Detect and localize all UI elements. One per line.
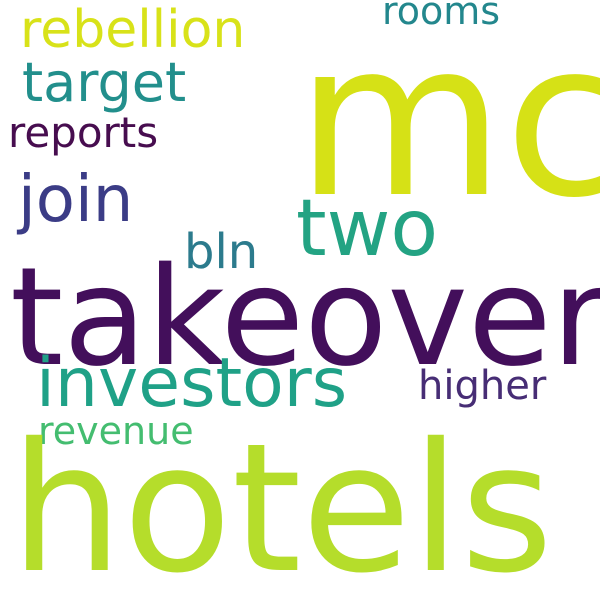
word-higher: higher bbox=[418, 363, 547, 409]
word-target: target bbox=[22, 51, 187, 114]
word-reports: reports bbox=[8, 108, 159, 157]
word-join: join bbox=[18, 163, 134, 237]
word-rooms: rooms bbox=[382, 0, 501, 33]
word-takeover: takeover bbox=[10, 239, 600, 397]
word-revenue: revenue bbox=[38, 409, 194, 453]
word-hotels: hotels bbox=[10, 405, 554, 600]
word-two: two bbox=[296, 184, 439, 274]
word-rebellion: rebellion bbox=[20, 0, 246, 60]
word-mc: mc bbox=[296, 0, 600, 245]
word-bln: bln bbox=[184, 224, 259, 280]
word-investors: investors bbox=[36, 344, 348, 423]
